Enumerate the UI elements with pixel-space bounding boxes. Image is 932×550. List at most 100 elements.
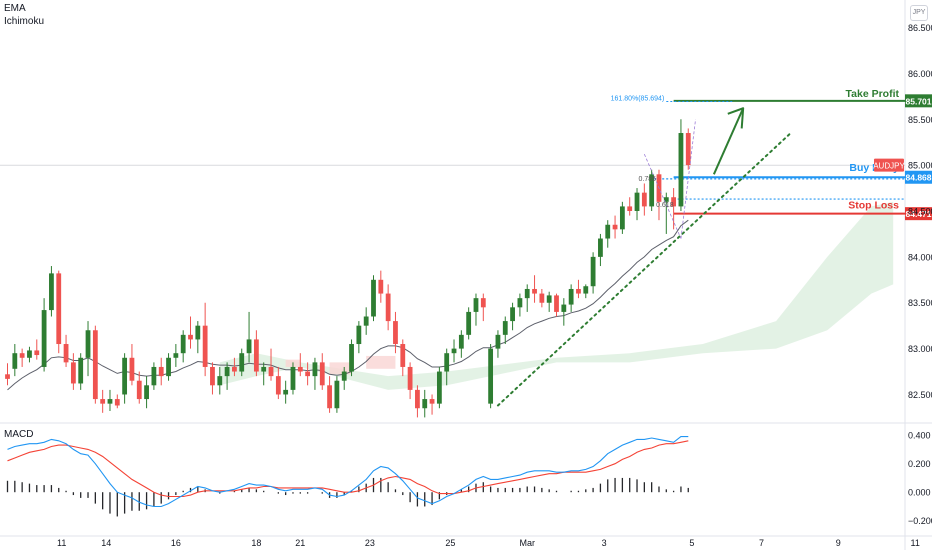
candle xyxy=(356,321,362,354)
price-tick-label: 83.500 xyxy=(908,298,932,308)
currency-badge[interactable]: JPY xyxy=(910,5,928,21)
candle-body xyxy=(158,366,164,377)
candle-body xyxy=(619,206,625,230)
candle-body xyxy=(436,371,442,404)
candle-body xyxy=(393,321,398,345)
ichimoku-cloud-red xyxy=(329,362,352,375)
candle xyxy=(27,346,32,363)
candle-body xyxy=(151,366,157,386)
candle xyxy=(678,119,684,211)
candle-body xyxy=(473,298,479,312)
candle xyxy=(546,291,552,312)
candle-body xyxy=(305,371,311,377)
price-tick-label: 82.500 xyxy=(908,390,932,400)
candle xyxy=(649,169,655,211)
macd-tick-label: 0.000 xyxy=(908,488,931,498)
buy-entry-price-tag-text: 84.868 xyxy=(906,173,932,183)
date-tick-label: 14 xyxy=(101,538,111,548)
candle xyxy=(429,394,435,415)
candle xyxy=(261,362,267,386)
candle-body xyxy=(510,307,515,322)
candle xyxy=(436,366,442,409)
candle-body xyxy=(363,316,369,326)
candle-body xyxy=(356,325,362,345)
candle xyxy=(312,357,318,390)
indicator-label-ichimoku[interactable]: Ichimoku xyxy=(4,16,45,27)
candle xyxy=(107,389,113,411)
candle xyxy=(605,220,611,248)
ema-line xyxy=(7,219,689,391)
candle-body xyxy=(202,325,208,367)
candle xyxy=(517,293,523,317)
candle xyxy=(458,330,464,358)
stop-loss-label: Stop Loss xyxy=(848,200,899,212)
candle-body xyxy=(41,310,47,367)
buy-entry-price-tag: 84.868 xyxy=(905,170,932,184)
candle xyxy=(671,188,677,230)
candle-body xyxy=(92,330,98,400)
candle-body xyxy=(444,353,450,372)
fib-leg xyxy=(643,153,682,239)
candle xyxy=(349,339,354,377)
candle xyxy=(275,366,281,400)
candle-body xyxy=(312,362,318,377)
candle-body xyxy=(107,399,113,404)
candle xyxy=(532,275,537,303)
candle-body xyxy=(275,376,281,395)
candle-body xyxy=(605,224,611,239)
candle-body xyxy=(400,344,406,367)
candle-body xyxy=(19,353,25,358)
candle-body xyxy=(415,389,420,409)
candle xyxy=(122,353,128,404)
candle-body xyxy=(495,334,501,349)
candle xyxy=(144,376,149,409)
candle xyxy=(92,325,98,404)
candle xyxy=(166,353,171,381)
candle xyxy=(232,357,237,377)
candle xyxy=(239,348,245,377)
stop-loss-price-tag: 84.471 xyxy=(905,207,932,221)
candle xyxy=(334,376,340,413)
candle xyxy=(224,362,230,390)
candle-body xyxy=(451,348,457,354)
candle-body xyxy=(327,385,332,409)
candle-body xyxy=(34,350,40,356)
candle xyxy=(480,293,486,322)
candle-body xyxy=(334,380,340,409)
candle-body xyxy=(210,366,215,386)
date-tick-label: 9 xyxy=(836,538,841,548)
date-tick-label: 16 xyxy=(171,538,181,548)
candle-body xyxy=(429,399,435,404)
take-profit-label: Take Profit xyxy=(846,88,900,100)
candle-body xyxy=(188,334,193,340)
candle xyxy=(488,344,494,409)
price-tick-label: 85.000 xyxy=(908,161,932,171)
candle xyxy=(568,284,574,312)
trade-levels xyxy=(0,99,905,215)
candle xyxy=(524,284,530,312)
candle xyxy=(151,362,157,390)
take-profit-price-tag-text: 85.701 xyxy=(906,96,932,106)
candle-body xyxy=(297,366,303,372)
candle xyxy=(49,266,54,317)
candle xyxy=(612,215,618,239)
candle-body xyxy=(129,357,135,381)
candle xyxy=(554,293,559,317)
price-tick-label: 86.500 xyxy=(908,23,932,33)
indicator-label-ema[interactable]: EMA xyxy=(4,3,26,14)
price-tick-label: 84.000 xyxy=(908,252,932,262)
candle-body xyxy=(63,344,69,363)
candle xyxy=(634,188,640,221)
take-profit-price-tag-bg xyxy=(905,94,932,108)
candle-body xyxy=(480,298,486,308)
axes: 86.500 86.000 85.500 85.000 84.500 84.000 83.5… xyxy=(57,23,932,548)
date-tick-label: 23 xyxy=(365,538,375,548)
candle-body xyxy=(554,295,559,312)
candle xyxy=(378,270,384,303)
candle-body xyxy=(5,374,10,379)
candle xyxy=(393,311,398,354)
candle xyxy=(539,288,545,308)
candle-body xyxy=(378,279,384,294)
candle xyxy=(283,380,289,404)
